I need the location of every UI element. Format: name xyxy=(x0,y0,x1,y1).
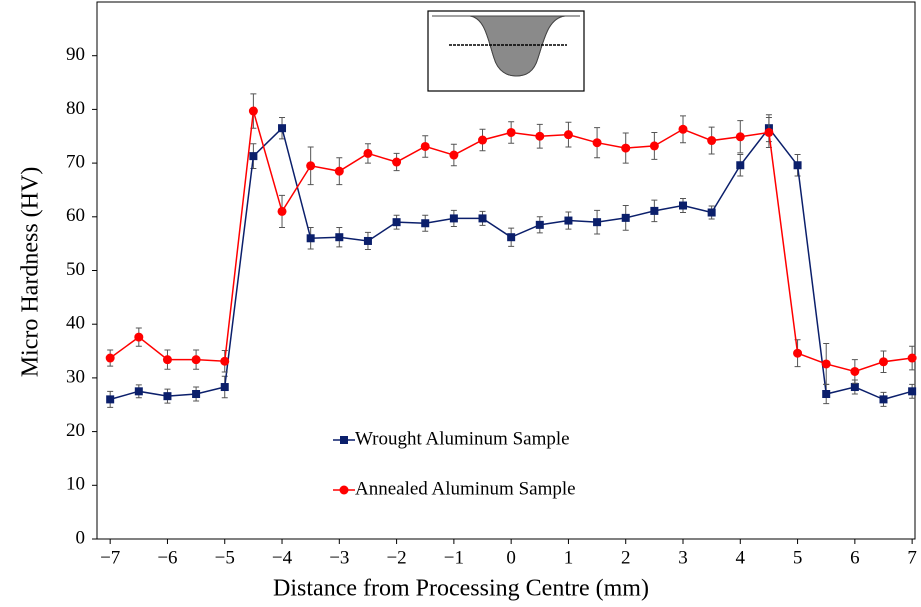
data-point xyxy=(220,383,229,392)
y-tick-label: 30 xyxy=(66,366,85,387)
data-point xyxy=(105,353,115,363)
data-point xyxy=(563,130,573,140)
data-point xyxy=(707,208,716,217)
data-point xyxy=(134,387,143,396)
x-tick-label: −4 xyxy=(272,547,293,568)
y-tick-label: 0 xyxy=(76,527,86,548)
data-point xyxy=(822,390,831,399)
data-point xyxy=(908,387,917,396)
data-point xyxy=(306,234,315,243)
data-point xyxy=(879,395,888,404)
legend-label: Wrought Aluminum Sample xyxy=(355,428,570,449)
data-point xyxy=(134,332,144,342)
x-tick-label: 7 xyxy=(907,547,917,568)
data-point xyxy=(650,206,659,215)
data-point xyxy=(850,383,859,392)
data-point xyxy=(162,355,172,365)
x-tick-label: −3 xyxy=(329,547,349,568)
data-point xyxy=(249,152,258,161)
data-point xyxy=(907,353,917,363)
y-tick-label: 60 xyxy=(66,205,85,226)
data-point xyxy=(248,106,258,116)
data-point xyxy=(649,141,659,151)
y-tick-label: 50 xyxy=(66,259,85,280)
x-tick-label: 4 xyxy=(736,547,746,568)
data-point xyxy=(278,124,287,133)
data-point xyxy=(449,214,458,223)
x-axis-label: Distance from Processing Centre (mm) xyxy=(273,576,649,602)
data-point xyxy=(192,390,201,399)
data-point xyxy=(306,161,316,171)
data-point xyxy=(735,132,745,142)
data-point xyxy=(335,233,344,242)
data-point xyxy=(507,233,516,242)
y-axis-label: Micro Hardness (HV) xyxy=(18,167,44,378)
data-point xyxy=(506,127,516,137)
x-tick-label: 0 xyxy=(506,547,516,568)
data-point xyxy=(621,143,631,153)
data-point xyxy=(564,216,573,225)
data-point xyxy=(764,127,774,137)
legend-marker xyxy=(340,436,348,444)
data-point xyxy=(191,355,201,365)
data-point xyxy=(220,356,230,366)
y-tick-label: 90 xyxy=(66,44,85,65)
data-point xyxy=(878,357,888,367)
data-point xyxy=(449,150,459,160)
x-tick-label: 1 xyxy=(564,547,574,568)
data-point xyxy=(478,214,487,223)
y-tick-label: 20 xyxy=(66,420,85,441)
data-point xyxy=(821,359,831,369)
x-tick-label: 6 xyxy=(850,547,860,568)
data-point xyxy=(593,218,602,227)
y-tick-label: 10 xyxy=(66,474,85,495)
data-point xyxy=(793,348,803,358)
data-point xyxy=(535,220,544,229)
data-point xyxy=(277,206,287,216)
data-point xyxy=(793,161,802,170)
data-point xyxy=(679,201,688,210)
y-tick-label: 80 xyxy=(66,98,85,119)
data-point xyxy=(421,219,430,228)
data-point xyxy=(736,161,745,170)
data-point xyxy=(420,141,430,151)
inset-diagram xyxy=(427,10,585,92)
data-point xyxy=(621,213,630,222)
x-tick-label: −2 xyxy=(386,547,406,568)
x-tick-label: −5 xyxy=(215,547,235,568)
data-point xyxy=(392,157,402,167)
y-tick-label: 70 xyxy=(66,151,85,172)
data-point xyxy=(707,136,717,146)
data-point xyxy=(478,135,488,145)
data-point xyxy=(592,138,602,148)
data-point xyxy=(392,218,401,227)
data-point xyxy=(334,166,344,176)
data-point xyxy=(678,124,688,134)
data-point xyxy=(106,395,115,404)
legend-label: Annealed Aluminum Sample xyxy=(355,478,576,499)
x-tick-label: 5 xyxy=(793,547,803,568)
data-point xyxy=(163,392,172,401)
data-point xyxy=(850,366,860,376)
x-tick-label: 2 xyxy=(621,547,631,568)
x-tick-label: 3 xyxy=(678,547,688,568)
y-tick-label: 40 xyxy=(66,313,85,334)
series-line xyxy=(109,126,913,401)
data-point xyxy=(535,131,545,141)
data-point xyxy=(363,148,373,158)
x-tick-label: −7 xyxy=(100,547,120,568)
x-tick-label: −6 xyxy=(157,547,177,568)
x-tick-label: −1 xyxy=(444,547,464,568)
data-point xyxy=(363,236,372,245)
legend-marker xyxy=(339,485,349,495)
